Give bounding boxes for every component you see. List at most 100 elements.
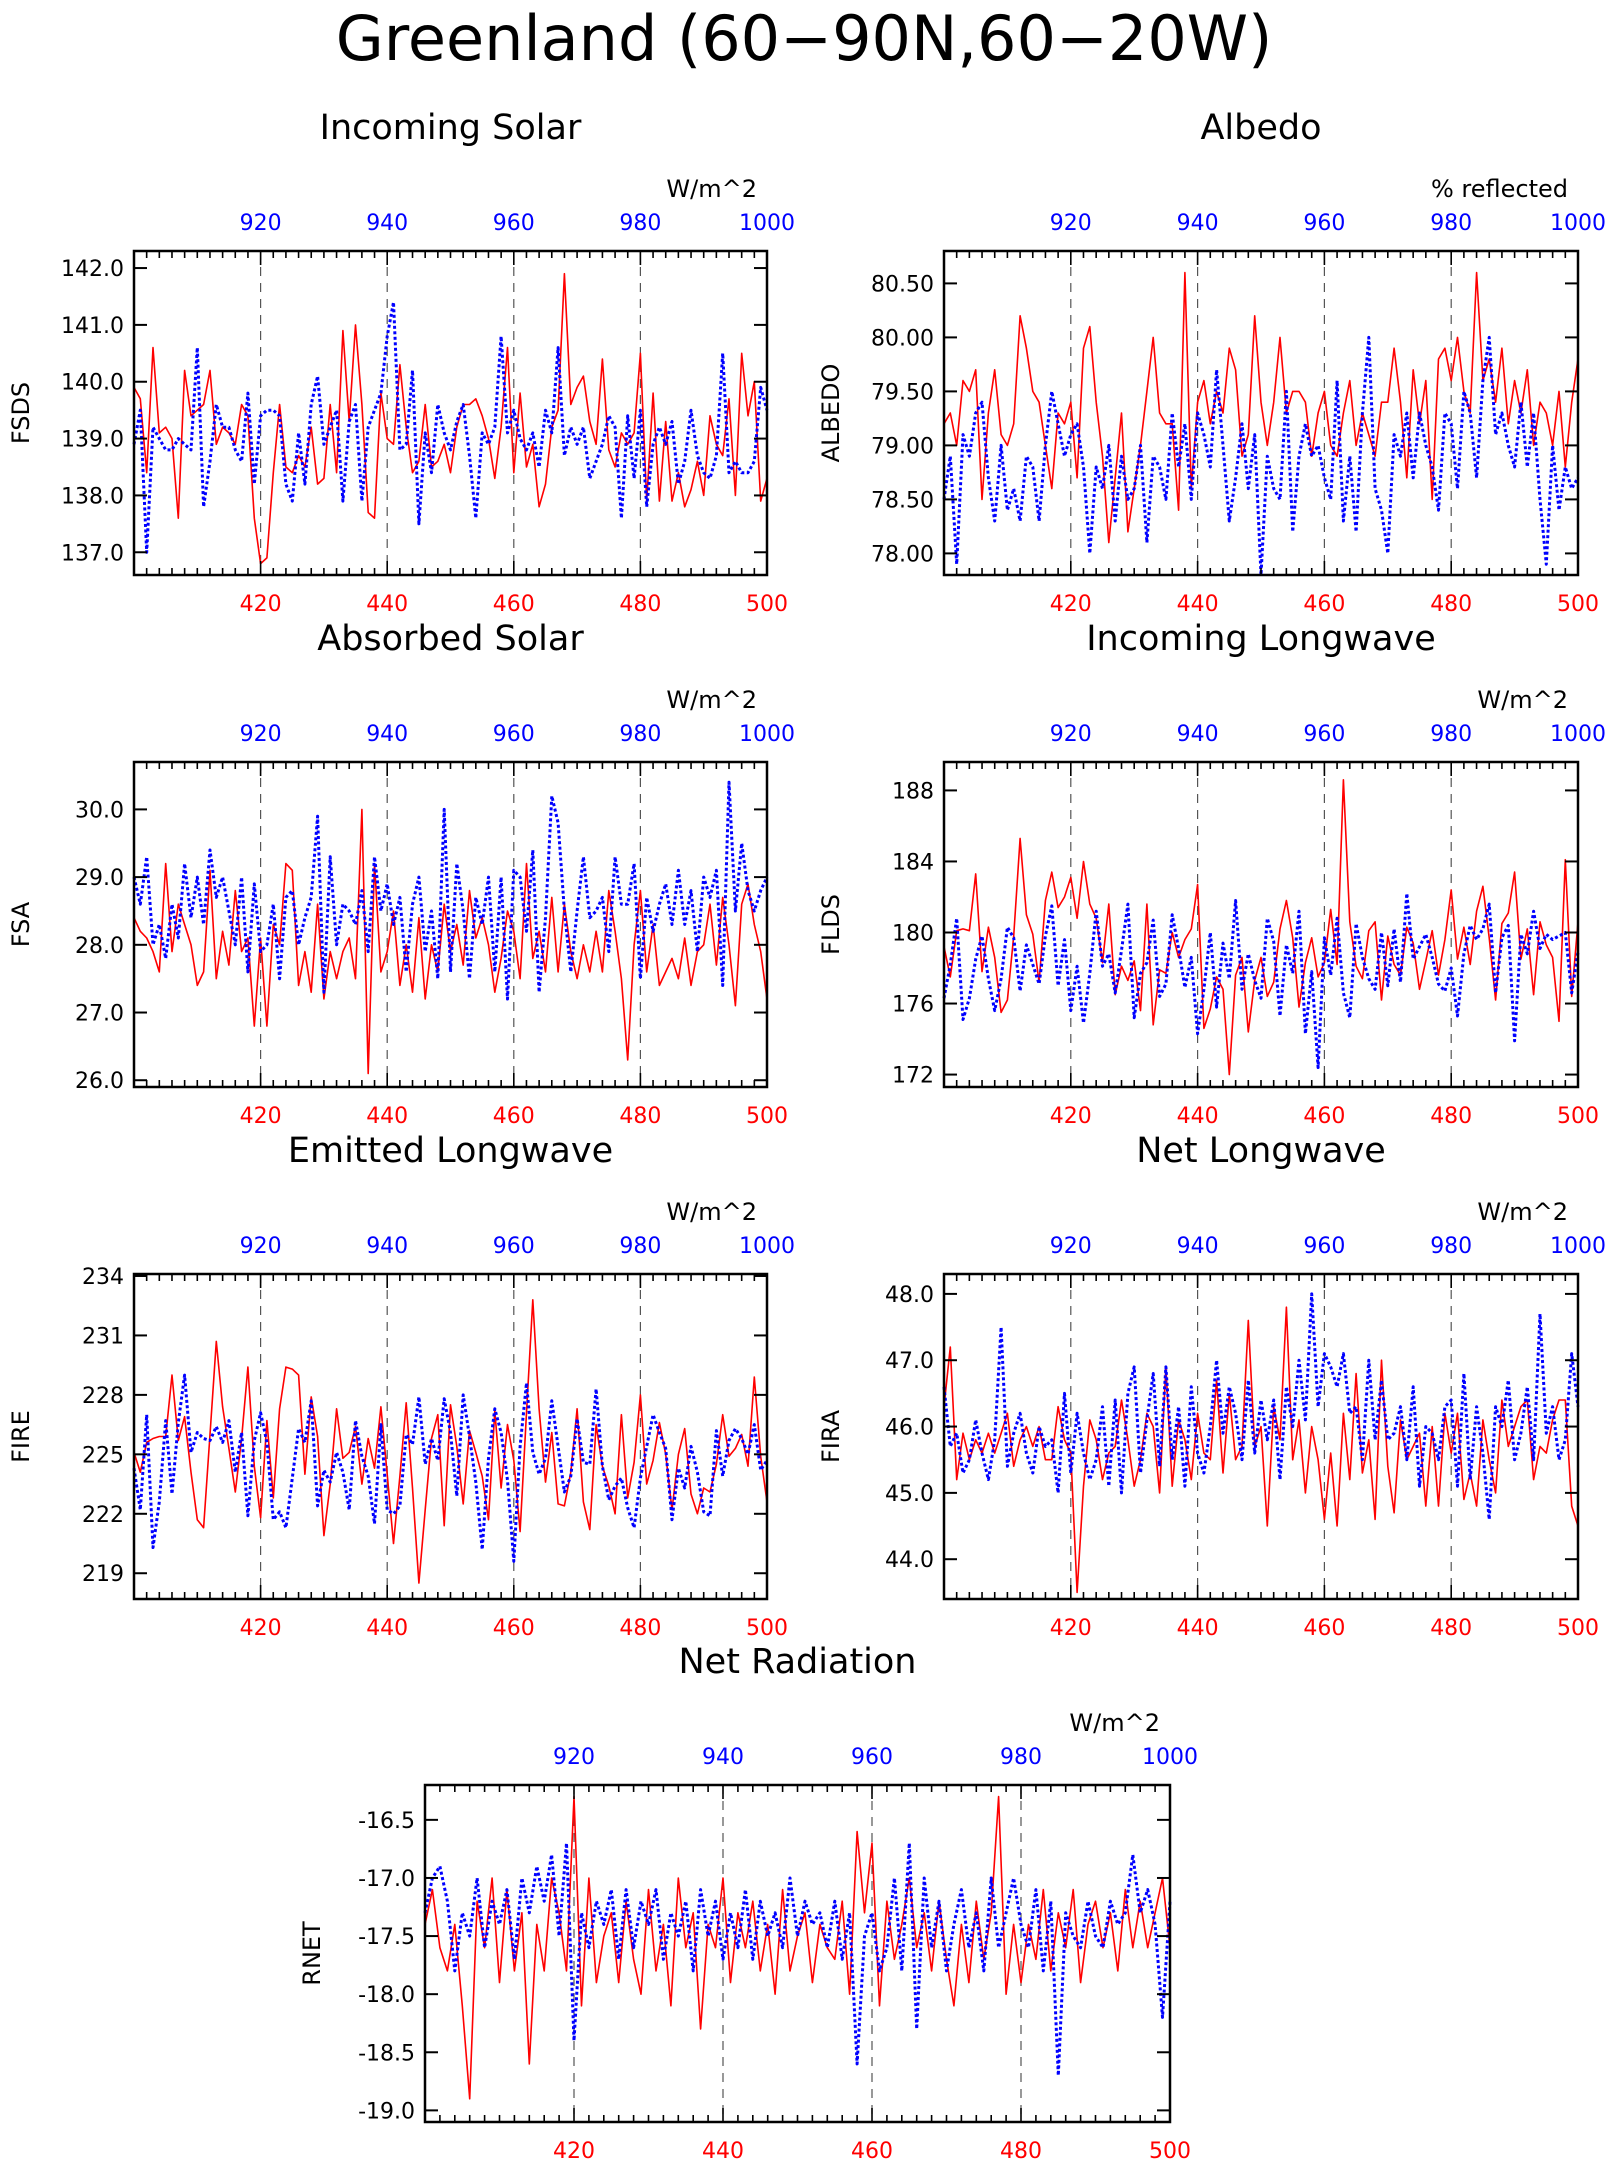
x-bottom-label: 460	[493, 1616, 535, 1641]
x-bottom-label: 460	[1303, 1104, 1345, 1129]
plot-frame	[942, 760, 1580, 1089]
x-bottom-label: 500	[1557, 592, 1599, 617]
x-top-label: 920	[1050, 722, 1092, 747]
x-bottom-label: 480	[619, 1104, 661, 1129]
x-top-label: 940	[702, 1745, 744, 1770]
panel-title: Incoming Longwave	[1086, 619, 1436, 659]
units-label: % reflected	[1431, 175, 1568, 203]
x-bottom-label: 440	[366, 1104, 408, 1129]
y-tick-label: 219	[82, 1562, 124, 1587]
y-axis-label: FSDS	[7, 382, 35, 444]
y-tick-label: 48.0	[885, 1283, 934, 1308]
x-top-label: 940	[366, 1234, 408, 1259]
x-bottom-label: 420	[553, 2139, 595, 2160]
y-tick-label: 45.0	[885, 1482, 934, 1507]
x-top-label: 920	[240, 1234, 282, 1259]
y-tick-label: 139.0	[61, 428, 124, 453]
x-bottom-label: 480	[1000, 2139, 1042, 2160]
y-tick-label: 222	[82, 1503, 124, 1528]
x-top-label: 960	[493, 1234, 535, 1259]
panel-title: Albedo	[1200, 108, 1321, 148]
x-bottom-label: 480	[1430, 1616, 1472, 1641]
panel-fsa: Absorbed Solar W/m^2 26.0 27.0 28.0 29.0 30.0 4…	[7, 619, 795, 1129]
y-tick-label: 46.0	[885, 1416, 934, 1441]
x-top-label: 960	[1303, 722, 1345, 747]
y-tick-label: 26.0	[75, 1069, 124, 1094]
x-bottom-label: 500	[1149, 2139, 1191, 2160]
x-top-label: 980	[1430, 211, 1472, 236]
units-label: W/m^2	[666, 686, 757, 714]
series-line-1	[943, 271, 1579, 544]
x-bottom-label: 480	[1430, 1104, 1472, 1129]
x-top-label: 1000	[739, 211, 795, 236]
x-bottom-label: 420	[240, 592, 282, 617]
panel-title: Net Longwave	[1136, 1131, 1386, 1171]
x-bottom-label: 440	[1177, 592, 1219, 617]
y-tick-label: 234	[82, 1265, 124, 1290]
x-top-label: 980	[619, 722, 661, 747]
y-axis-label: FIRA	[817, 1409, 845, 1463]
x-bottom-label: 420	[240, 1616, 282, 1641]
x-top-label: 940	[1177, 722, 1219, 747]
y-tick-label: -17.0	[358, 1867, 415, 1892]
y-axis-label: RNET	[298, 1921, 326, 1986]
series-line-1	[133, 272, 768, 565]
panel-title: Absorbed Solar	[317, 619, 584, 659]
y-tick-label: -19.0	[358, 2099, 415, 2124]
y-tick-label: 184	[892, 850, 934, 875]
x-top-label: 1000	[1550, 1234, 1606, 1259]
y-tick-label: 44.0	[885, 1548, 934, 1573]
x-bottom-label: 440	[366, 592, 408, 617]
y-tick-label: 137.0	[61, 541, 124, 566]
x-bottom-label: 480	[1430, 592, 1472, 617]
y-tick-label: 30.0	[75, 798, 124, 823]
x-bottom-label: 440	[1177, 1104, 1219, 1129]
y-tick-label: 28.0	[75, 934, 124, 959]
x-top-label: 980	[1000, 1745, 1042, 1770]
x-top-label: 920	[240, 722, 282, 747]
x-bottom-label: 420	[1050, 1616, 1092, 1641]
x-top-label: 920	[1050, 1234, 1092, 1259]
y-tick-label: 79.00	[871, 434, 934, 459]
y-axis-label: FLDS	[817, 894, 845, 955]
x-bottom-label: 440	[702, 2139, 744, 2160]
panel-rnet: Net Radiation W/m^2 -19.0 -18.5 -18.0 -17.5 -1…	[298, 1642, 1198, 2160]
units-label: W/m^2	[1477, 1198, 1568, 1226]
x-top-label: 980	[619, 1234, 661, 1259]
y-axis-label: FIRE	[7, 1410, 35, 1463]
y-tick-label: 228	[82, 1384, 124, 1409]
y-tick-label: 176	[892, 993, 934, 1018]
x-top-label: 1000	[739, 722, 795, 747]
y-tick-label: 138.0	[61, 484, 124, 509]
panel-flds: Incoming Longwave W/m^2 172 176 180 184 188 420…	[817, 619, 1606, 1129]
y-tick-label: -18.0	[358, 1983, 415, 2008]
panel-fsds: Incoming Solar W/m^2 137.0 138.0 139.0 140.0 1…	[7, 108, 795, 617]
x-bottom-label: 460	[493, 592, 535, 617]
x-bottom-label: 440	[1177, 1616, 1219, 1641]
x-top-label: 940	[366, 722, 408, 747]
y-tick-label: 172	[892, 1064, 934, 1089]
x-top-label: 1000	[1550, 722, 1606, 747]
panel-title: Net Radiation	[679, 1642, 917, 1682]
x-bottom-label: 500	[746, 1616, 788, 1641]
y-tick-label: -16.5	[358, 1809, 415, 1834]
units-label: W/m^2	[666, 175, 757, 203]
y-tick-label: 78.50	[871, 488, 934, 513]
y-tick-label: 80.50	[871, 272, 934, 297]
y-tick-label: 188	[892, 779, 934, 804]
panels: Incoming Solar W/m^2 137.0 138.0 139.0 140.0 1…	[7, 108, 1606, 2160]
x-top-label: 960	[493, 722, 535, 747]
series-line-2	[132, 780, 769, 1001]
x-bottom-label: 440	[366, 1616, 408, 1641]
series-line-1	[943, 778, 1579, 1076]
x-bottom-label: 500	[746, 1104, 788, 1129]
panel-albedo: Albedo % reflected 78.00 78.50 79.00 79.50 80.…	[817, 108, 1606, 617]
x-top-label: 920	[553, 1745, 595, 1770]
x-bottom-label: 500	[1557, 1104, 1599, 1129]
plot-frame	[132, 249, 769, 577]
x-bottom-label: 420	[1050, 592, 1092, 617]
x-bottom-label: 420	[240, 1104, 282, 1129]
y-tick-label: 29.0	[75, 866, 124, 891]
x-top-label: 1000	[739, 1234, 795, 1259]
